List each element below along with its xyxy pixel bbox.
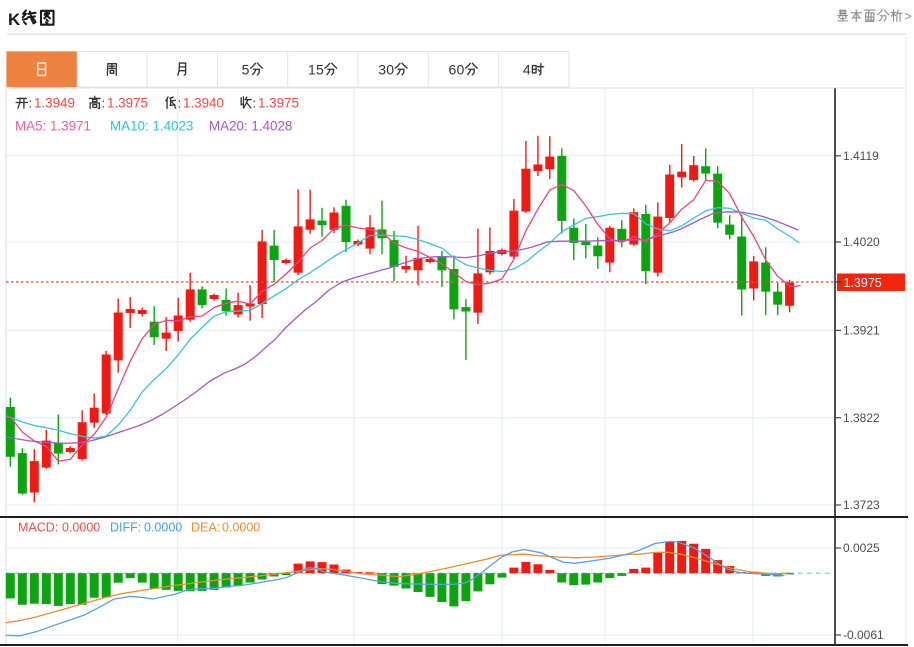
svg-text:>: > <box>905 10 912 24</box>
svg-text:DEA:: DEA: <box>191 521 220 535</box>
svg-text:5: 5 <box>316 61 324 77</box>
svg-text:5: 5 <box>242 61 250 77</box>
svg-text:0.0000: 0.0000 <box>62 521 100 535</box>
svg-text:4: 4 <box>523 61 531 77</box>
svg-text:1.3949: 1.3949 <box>34 96 75 111</box>
svg-text:1.3975: 1.3975 <box>844 276 882 290</box>
svg-text:MA20: 1.4028: MA20: 1.4028 <box>209 119 292 134</box>
svg-text::: : <box>29 96 33 111</box>
svg-text:1.3723: 1.3723 <box>843 498 880 512</box>
svg-text:-0.0061: -0.0061 <box>843 628 884 642</box>
svg-text:3: 3 <box>378 61 386 77</box>
svg-text:1.3822: 1.3822 <box>843 411 880 425</box>
svg-text:DIFF:: DIFF: <box>110 521 141 535</box>
svg-text:1.4020: 1.4020 <box>843 235 880 249</box>
svg-text:6: 6 <box>449 61 457 77</box>
svg-text:1: 1 <box>308 61 316 77</box>
svg-text:1.3921: 1.3921 <box>843 324 880 338</box>
svg-text:0: 0 <box>457 61 465 77</box>
svg-text:1.3975: 1.3975 <box>107 96 148 111</box>
svg-text:0.0025: 0.0025 <box>843 541 880 555</box>
svg-text:0.0000: 0.0000 <box>222 521 260 535</box>
svg-text:0.0000: 0.0000 <box>144 521 182 535</box>
svg-text:MA5: 1.3971: MA5: 1.3971 <box>15 119 91 134</box>
svg-text:MACD:: MACD: <box>18 521 58 535</box>
svg-text::: : <box>102 96 106 111</box>
svg-text:K: K <box>8 10 21 29</box>
svg-text:1.3975: 1.3975 <box>258 96 299 111</box>
svg-text:0: 0 <box>386 61 394 77</box>
svg-text:1.3940: 1.3940 <box>183 96 224 111</box>
svg-text::: : <box>178 96 182 111</box>
svg-text:1.4119: 1.4119 <box>843 149 879 163</box>
svg-text::: : <box>253 96 257 111</box>
svg-text:MA10: 1.4023: MA10: 1.4023 <box>110 119 193 134</box>
